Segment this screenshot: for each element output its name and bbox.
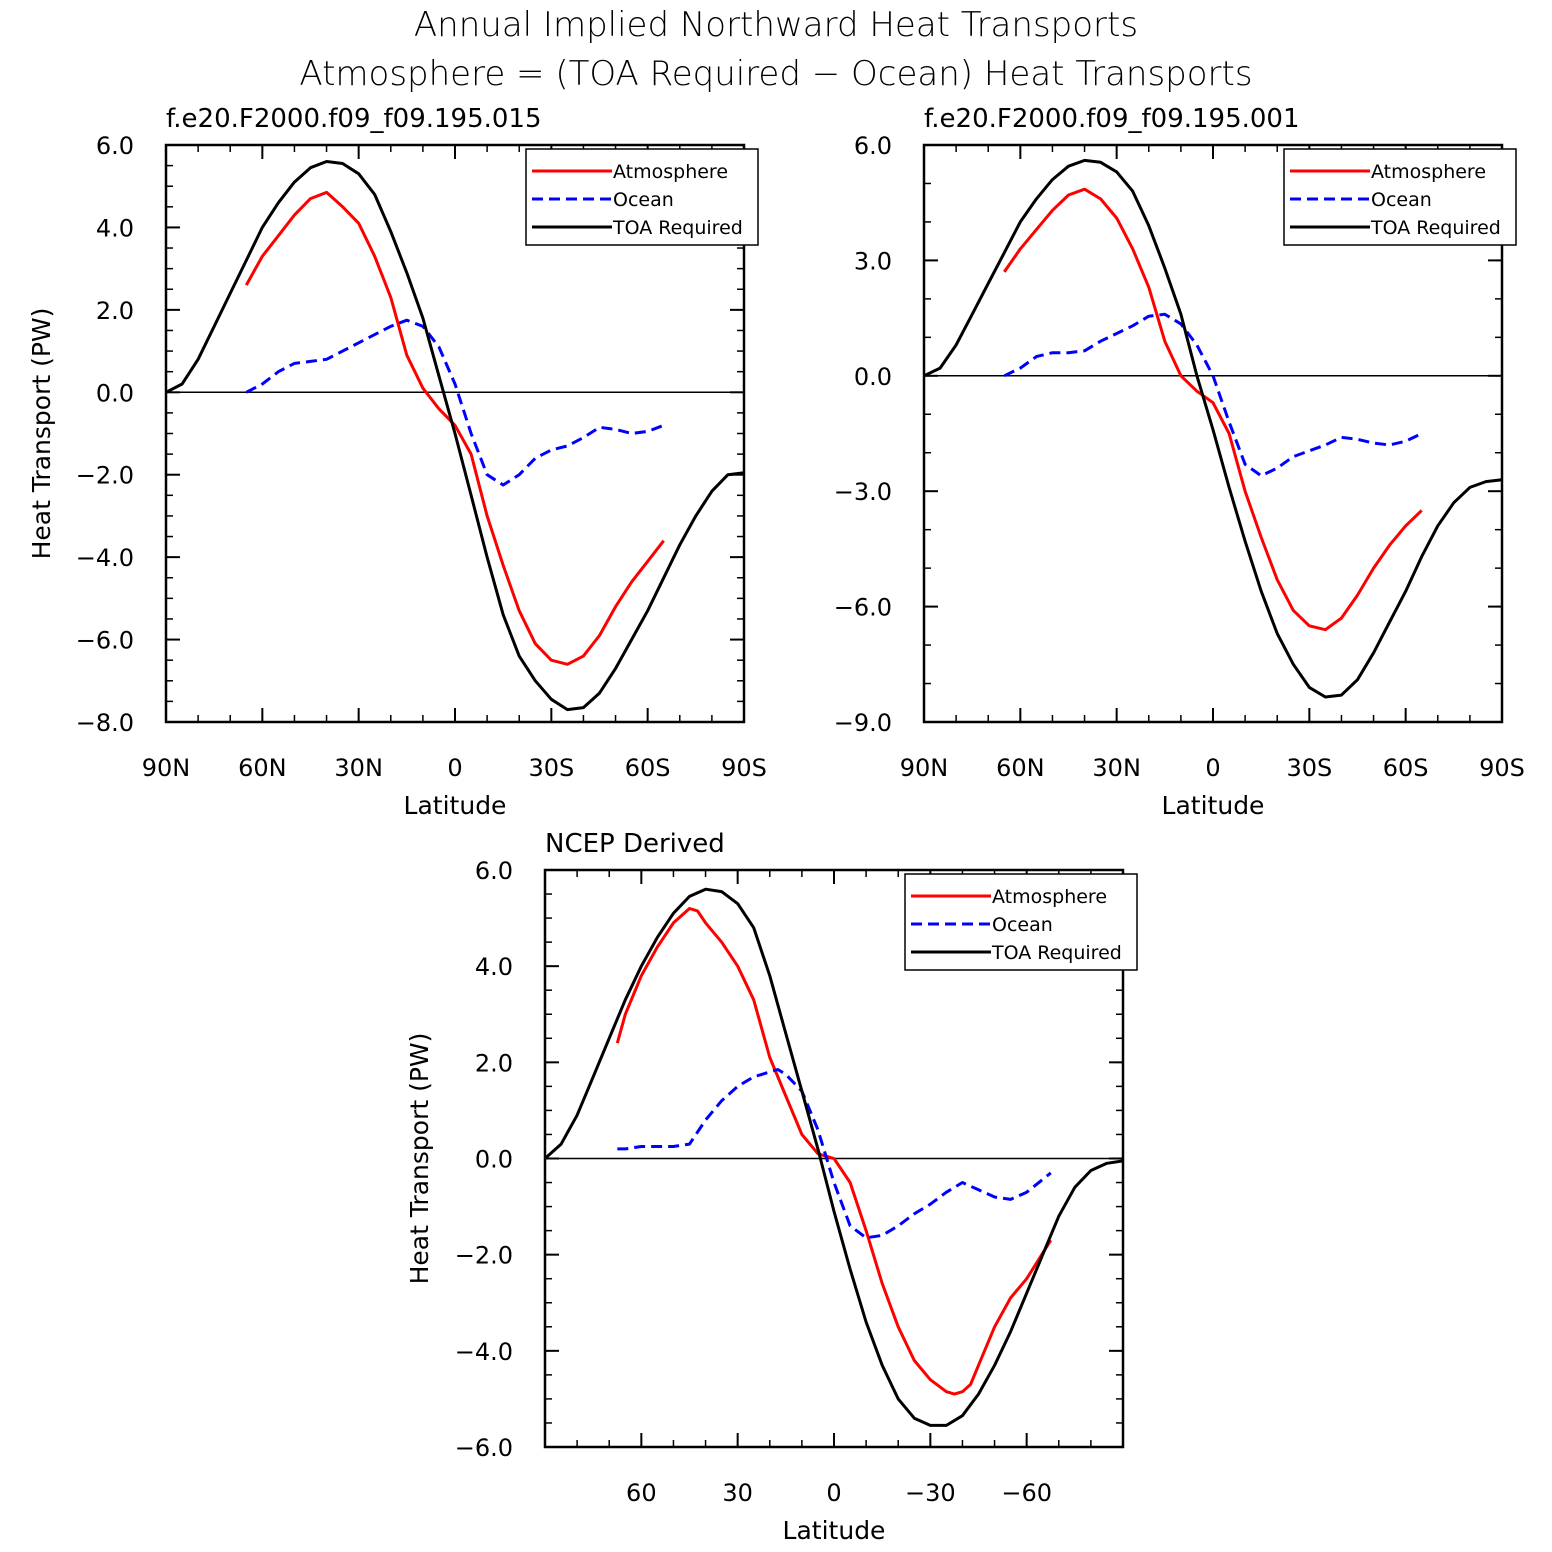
x-axis-label: Latitude xyxy=(404,791,507,820)
legend-box xyxy=(904,873,1138,971)
y-tick-label: 0.0 xyxy=(854,363,892,391)
x-tick-label: 90N xyxy=(142,754,191,782)
panel-f-e20-195-015: 90N 60N 30N 0 30S 60S 90S 6.0 4.0 2.0 0.0 −2.0 −4.0 −… xyxy=(27,104,767,820)
legend-box xyxy=(525,148,759,246)
x-tick-label: 60N xyxy=(996,754,1045,782)
legend-label: Atmosphere xyxy=(1371,161,1486,183)
y-tick-label: 4.0 xyxy=(96,214,134,242)
x-tick-label: 0 xyxy=(1205,754,1220,782)
series-toa-required-line xyxy=(923,158,1503,699)
legend-box xyxy=(1283,148,1517,246)
x-tick-label: −60 xyxy=(1001,1479,1052,1507)
x-tick-label: 60N xyxy=(238,754,287,782)
panel-ncep-derived: 60 30 0 −30 −60 6.0 4.0 2.0 0.0 −2.0 −4.0 −6.0 NCEP … xyxy=(405,829,1138,1545)
y-tick-label: −4.0 xyxy=(455,1338,513,1366)
x-tick-label: 90S xyxy=(1479,754,1525,782)
x-tick-label: 60 xyxy=(626,1479,657,1507)
x-axis-label: Latitude xyxy=(783,1516,886,1545)
series-ocean-line xyxy=(1003,312,1423,478)
legend: Atmosphere Ocean TOA Required xyxy=(525,148,759,246)
series-atmosphere-line xyxy=(1003,187,1423,632)
x-tick-label: 60S xyxy=(1383,754,1429,782)
legend-label: Ocean xyxy=(1371,189,1432,211)
y-tick-label: 2.0 xyxy=(475,1049,513,1077)
legend-label: TOA Required xyxy=(1370,217,1501,239)
y-tick-label: 0.0 xyxy=(475,1146,513,1174)
y-tick-label: −6.0 xyxy=(834,594,892,622)
panel-title: NCEP Derived xyxy=(545,829,725,859)
y-axis-label: Heat Transport (PW) xyxy=(27,308,56,560)
x-tick-label: −30 xyxy=(905,1479,956,1507)
y-tick-label: 6.0 xyxy=(475,857,513,885)
figure-title-line1: Annual Implied Northward Heat Transports xyxy=(414,5,1138,45)
y-tick-label: 2.0 xyxy=(96,297,134,325)
legend: Atmosphere Ocean TOA Required xyxy=(1283,148,1517,246)
series-atmosphere-line xyxy=(615,907,1053,1396)
x-tick-label: 30S xyxy=(1286,754,1332,782)
legend-label: Ocean xyxy=(992,914,1053,936)
y-axis-label: Heat Transport (PW) xyxy=(405,1033,434,1285)
y-tick-label: 6.0 xyxy=(854,132,892,160)
x-tick-label: 30N xyxy=(334,754,383,782)
figure-title-line2: Atmosphere = (TOA Required − Ocean) Heat… xyxy=(299,54,1252,94)
x-tick-label: 30N xyxy=(1092,754,1141,782)
y-tick-label: −8.0 xyxy=(76,709,134,737)
y-tick-label: 6.0 xyxy=(96,132,134,160)
panel-f-e20-195-001: 90N 60N 30N 0 30S 60S 90S 6.0 3.0 0.0 −3.0 −6.0 −9.0… xyxy=(834,104,1525,820)
y-tick-label: −3.0 xyxy=(834,478,892,506)
legend-label: TOA Required xyxy=(612,217,743,239)
series-toa-required-line xyxy=(544,887,1124,1427)
legend-label: Ocean xyxy=(613,189,674,211)
series-ocean-line xyxy=(245,318,665,487)
legend-label: Atmosphere xyxy=(992,886,1107,908)
y-tick-label: 3.0 xyxy=(854,247,892,275)
x-tick-label: 30S xyxy=(528,754,574,782)
panel-title: f.e20.F2000.f09_f09.195.015 xyxy=(166,104,542,134)
series-atmosphere-line xyxy=(244,190,665,666)
y-tick-label: 4.0 xyxy=(475,953,513,981)
y-tick-label: −2.0 xyxy=(455,1242,513,1270)
series-toa-required-line xyxy=(165,160,745,712)
x-tick-label: 0 xyxy=(447,754,462,782)
x-axis-label: Latitude xyxy=(1162,791,1265,820)
x-tick-label: 90S xyxy=(721,754,767,782)
legend-label: Atmosphere xyxy=(613,161,728,183)
legend-label: TOA Required xyxy=(991,942,1122,964)
x-tick-label: 90N xyxy=(900,754,949,782)
panel-title: f.e20.F2000.f09_f09.195.001 xyxy=(924,104,1300,134)
x-tick-label: 30 xyxy=(722,1479,753,1507)
y-tick-label: 0.0 xyxy=(96,379,134,407)
y-tick-label: −6.0 xyxy=(76,627,134,655)
x-tick-label: 60S xyxy=(625,754,671,782)
y-tick-label: −9.0 xyxy=(834,709,892,737)
y-tick-label: −6.0 xyxy=(455,1434,513,1462)
y-tick-label: −2.0 xyxy=(76,462,134,490)
legend: Atmosphere Ocean TOA Required xyxy=(904,873,1138,971)
x-tick-label: 0 xyxy=(826,1479,841,1507)
y-tick-label: −4.0 xyxy=(76,544,134,572)
